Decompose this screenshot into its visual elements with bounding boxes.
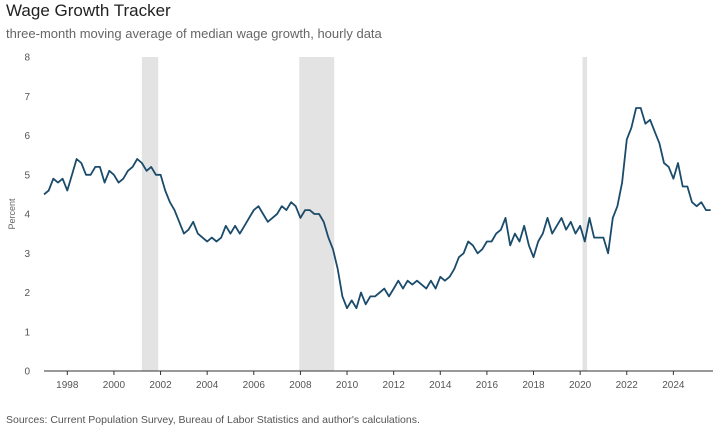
x-tick-label-2016: 2016: [476, 380, 499, 391]
recession-bands: [141, 57, 588, 371]
x-tick-label-2004: 2004: [196, 380, 219, 391]
x-tick-label-1998: 1998: [56, 380, 79, 391]
y-tick-label-7: 7: [24, 92, 30, 103]
x-tick-label-2006: 2006: [243, 380, 266, 391]
y-tick-label-6: 6: [24, 131, 30, 142]
x-tick-label-2002: 2002: [149, 380, 172, 391]
chart-subtitle: three-month moving average of median wag…: [6, 26, 382, 41]
x-tick-label-2010: 2010: [336, 380, 359, 391]
x-tick-label-2014: 2014: [429, 380, 452, 391]
recession-band-1: [141, 57, 159, 371]
y-tick-label-3: 3: [24, 249, 30, 260]
x-tick-label-2022: 2022: [616, 380, 639, 391]
y-tick-label-8: 8: [24, 53, 30, 64]
axes: 0 1 2 3 4 5 6 7 8 1998 2000 2002 2004 2006 2008 2010 201…: [24, 53, 713, 391]
y-tick-label-1: 1: [24, 327, 30, 338]
y-axis-label: Percent: [7, 198, 17, 230]
series-line-1: [43, 107, 711, 310]
y-tick-label-5: 5: [24, 170, 30, 181]
x-tick-label-2012: 2012: [383, 380, 406, 391]
series-layer: [43, 107, 711, 310]
y-tick-label-0: 0: [24, 367, 30, 378]
x-tick-label-2018: 2018: [522, 380, 545, 391]
x-tick-label-2024: 2024: [662, 380, 685, 391]
x-tick-label-2020: 2020: [569, 380, 592, 391]
x-tick-label-2000: 2000: [103, 380, 126, 391]
recession-band-3: [582, 57, 588, 371]
y-tick-label-2: 2: [24, 288, 30, 299]
y-tick-label-4: 4: [24, 210, 30, 221]
chart-title: Wage Growth Tracker: [6, 1, 171, 20]
source-note: Sources: Current Population Survey, Bure…: [6, 414, 420, 426]
x-tick-label-2008: 2008: [289, 380, 312, 391]
